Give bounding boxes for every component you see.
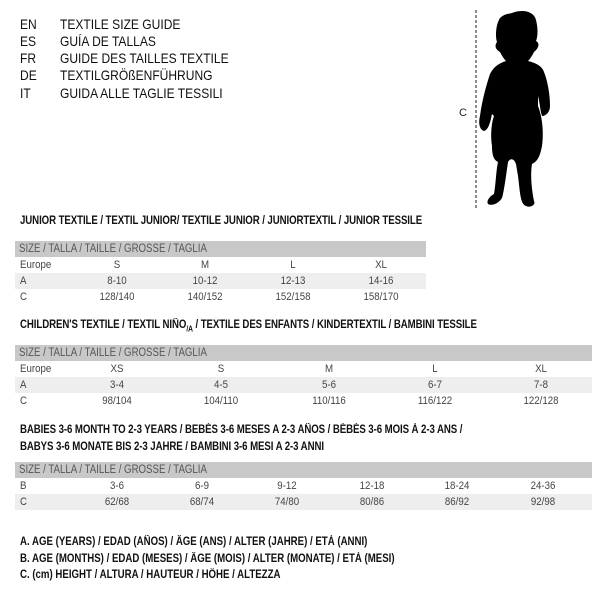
- table-cell: XS: [110, 363, 124, 375]
- title: GUIDE DES TAILLES TEXTILE: [60, 50, 229, 66]
- table-cell: 104/110: [203, 395, 239, 407]
- section-heading-babies: BABIES 3-6 MONTH TO 2-3 YEARS / BEBÉS 3-…: [20, 424, 463, 436]
- table-row: C 128/140 140/152 152/158 158/170: [15, 289, 426, 305]
- table-cell: 140/152: [187, 291, 223, 303]
- title: GUÍA DE TALLAS: [60, 33, 156, 49]
- table-cell: 3-4: [110, 379, 124, 391]
- table-cell: 158/170: [363, 291, 399, 303]
- table-cell: 74/80: [274, 496, 300, 508]
- junior-size-table: SIZE / TALLA / TAILLE / GRÖSSE / TAGLIA …: [15, 241, 426, 305]
- row-label: B: [20, 480, 27, 492]
- table-row: B 3-6 6-9 9-12 12-18 18-24 24-36: [15, 478, 592, 494]
- table-cell: 12-18: [359, 480, 385, 492]
- table-header: SIZE / TALLA / TAILLE / GRÖSSE / TAGLIA: [15, 345, 592, 361]
- table-cell: 14-16: [368, 275, 394, 287]
- table-cell: 92/98: [530, 496, 556, 508]
- table-cell: 5-6: [322, 379, 336, 391]
- row-label: A: [20, 379, 27, 391]
- table-row: C 62/68 68/74 74/80 80/86 86/92 92/98: [15, 494, 592, 510]
- table-cell: 68/74: [189, 496, 215, 508]
- babies-size-table: SIZE / TALLA / TAILLE / GRÖSSE / TAGLIA …: [15, 462, 592, 510]
- row-label: C: [20, 395, 27, 407]
- height-label: C: [459, 107, 467, 119]
- table-cell: 6-7: [428, 379, 442, 391]
- section-heading-junior: JUNIOR TEXTILE / TEXTIL JUNIOR/ TEXTILE …: [20, 215, 423, 227]
- table-cell: S: [217, 363, 225, 375]
- table-cell: 80/86: [359, 496, 385, 508]
- section-heading-children: CHILDREN'S TEXTILE / TEXTIL NIÑO/A / TEX…: [20, 319, 477, 334]
- table-row: Europe XS S M L XL: [15, 361, 592, 377]
- row-label: Europe: [20, 363, 52, 375]
- table-cell: 98/104: [102, 395, 132, 407]
- legend-a: A. AGE (YEARS) / EDAD (AÑOS) / ÂGE (ANS)…: [20, 536, 368, 548]
- table-cell: 128/140: [99, 291, 135, 303]
- table-cell: 116/122: [417, 395, 453, 407]
- table-row: A 8-10 10-12 12-13 14-16: [15, 273, 426, 289]
- table-cell: 18-24: [444, 480, 470, 492]
- table-cell: 122/128: [523, 395, 559, 407]
- row-label: Europe: [20, 259, 52, 271]
- table-cell: 86/92: [444, 496, 470, 508]
- table-header: SIZE / TALLA / TAILLE / GRÖSSE / TAGLIA: [15, 241, 426, 257]
- table-cell: 7-8: [534, 379, 548, 391]
- table-cell: 110/116: [312, 395, 346, 407]
- table-row: Europe S M L XL: [15, 257, 426, 273]
- table-cell: 8-10: [107, 275, 127, 287]
- lang-code: EN: [20, 16, 37, 32]
- legend-b: B. AGE (MONTHS) / EDAD (MESES) / ÂGE (MO…: [20, 553, 395, 565]
- children-size-table: SIZE / TALLA / TAILLE / GRÖSSE / TAGLIA …: [15, 345, 592, 409]
- table-cell: 6-9: [195, 480, 209, 492]
- legend-c: C. (cm) HEIGHT / ALTURA / HAUTEUR / HÖHE…: [20, 569, 281, 581]
- section-heading-babies-2: BABYS 3-6 MONATE BIS 2-3 JAHRE / BAMBINI…: [20, 441, 324, 453]
- table-cell: XL: [535, 363, 547, 375]
- lang-code: DE: [20, 67, 37, 83]
- title: TEXTILGRÖßENFÜHRUNG: [60, 67, 213, 83]
- table-cell: 12-13: [280, 275, 306, 287]
- row-label: A: [20, 275, 27, 287]
- lang-code: IT: [20, 85, 31, 101]
- row-label: C: [20, 291, 27, 303]
- title: TEXTILE SIZE GUIDE: [60, 16, 181, 32]
- title: GUIDA ALLE TAGLIE TESSILI: [60, 85, 223, 101]
- table-cell: M: [200, 259, 210, 271]
- table-cell: 9-12: [277, 480, 297, 492]
- table-cell: M: [324, 363, 334, 375]
- lang-code: FR: [20, 50, 37, 66]
- table-cell: 10-12: [192, 275, 218, 287]
- table-cell: XL: [375, 259, 387, 271]
- lang-code: ES: [20, 33, 37, 49]
- table-row: A 3-4 4-5 5-6 6-7 7-8: [15, 377, 592, 393]
- table-row: C 98/104 104/110 110/116 116/122 122/128: [15, 393, 592, 409]
- table-cell: L: [432, 363, 438, 375]
- row-label: C: [20, 496, 27, 508]
- table-cell: L: [290, 259, 296, 271]
- table-cell: 152/158: [275, 291, 311, 303]
- table-cell: 62/68: [104, 496, 130, 508]
- table-cell: 24-36: [530, 480, 556, 492]
- baby-silhouette-icon: [475, 10, 550, 208]
- table-cell: 4-5: [214, 379, 228, 391]
- table-cell: S: [113, 259, 121, 271]
- table-header: SIZE / TALLA / TAILLE / GRÖSSE / TAGLIA: [15, 462, 592, 478]
- table-cell: 3-6: [110, 480, 124, 492]
